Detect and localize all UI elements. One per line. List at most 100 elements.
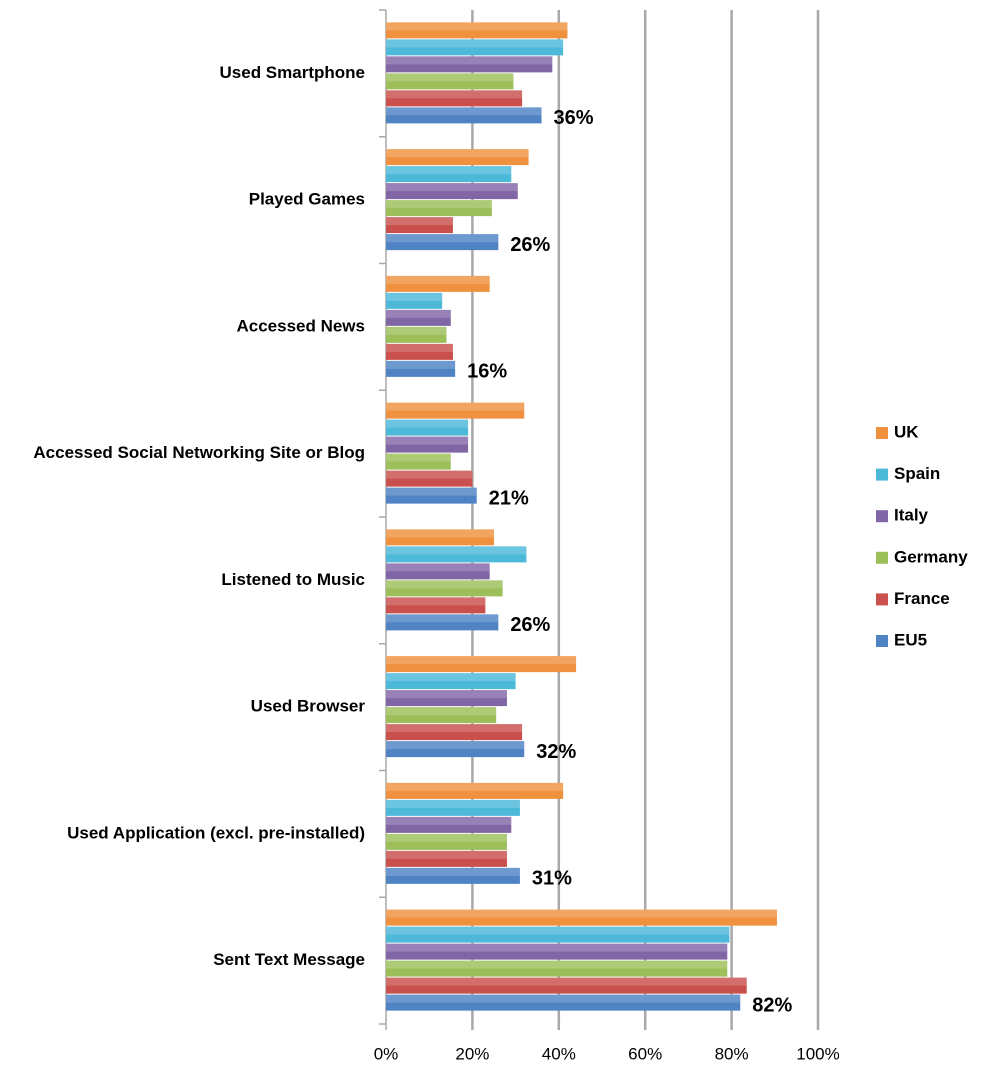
- bar-shine: [386, 816, 512, 825]
- bar: [386, 977, 747, 994]
- legend-label: UK: [894, 422, 919, 441]
- bar: [386, 741, 525, 758]
- bar: [386, 436, 469, 453]
- bar-shine: [386, 149, 529, 158]
- data-label: 26%: [510, 614, 550, 636]
- bar: [386, 943, 728, 960]
- bar-shine: [386, 690, 507, 699]
- bar: [386, 833, 507, 850]
- bar: [386, 850, 507, 867]
- bar: [386, 149, 529, 166]
- data-label: 21%: [489, 487, 529, 509]
- bar: [386, 926, 730, 943]
- bar: [386, 56, 553, 73]
- legend-label: France: [894, 589, 950, 608]
- bar-shine: [386, 73, 514, 82]
- bar: [386, 529, 494, 546]
- bar-shine: [386, 707, 497, 716]
- bar-shine: [386, 909, 777, 918]
- bar: [386, 799, 520, 816]
- bar: [386, 563, 490, 580]
- legend-marker: [876, 510, 888, 523]
- bar: [386, 656, 577, 673]
- bar-shine: [386, 724, 523, 733]
- legend-marker: [876, 551, 888, 564]
- bar-shine: [386, 487, 477, 496]
- bar-shine: [386, 977, 747, 986]
- bar: [386, 275, 490, 292]
- bar-shine: [386, 782, 564, 791]
- bar-shine: [386, 799, 520, 808]
- bar-shine: [386, 166, 512, 175]
- legend-label: Spain: [894, 464, 940, 483]
- data-label: 31%: [532, 868, 572, 890]
- bar: [386, 782, 564, 799]
- bar: [386, 580, 503, 597]
- bar-shine: [386, 292, 443, 301]
- bar: [386, 73, 514, 90]
- bar-shine: [386, 546, 527, 555]
- bar-shine: [386, 741, 525, 750]
- bar: [386, 909, 777, 926]
- bar-shine: [386, 529, 494, 538]
- x-tick-label: 0%: [374, 1044, 399, 1063]
- bar: [386, 90, 523, 107]
- bar-shine: [386, 994, 741, 1003]
- bar-shine: [386, 234, 499, 243]
- bar: [386, 597, 486, 614]
- bar: [386, 724, 523, 741]
- bar: [386, 707, 497, 724]
- bar-shine: [386, 563, 490, 572]
- bar-shine: [386, 56, 553, 65]
- bar-shine: [386, 656, 577, 665]
- legend-marker: [876, 593, 888, 606]
- bar: [386, 234, 499, 251]
- bar-shine: [386, 107, 542, 116]
- bar-shine: [386, 673, 516, 682]
- bar: [386, 292, 443, 309]
- x-tick-label: 80%: [715, 1044, 749, 1063]
- category-label: Played Games: [249, 190, 365, 209]
- bar: [386, 200, 492, 217]
- bar-shine: [386, 960, 728, 969]
- legend-label: Italy: [894, 506, 929, 525]
- bar-shine: [386, 597, 486, 606]
- bar-shine: [386, 867, 520, 876]
- data-label: 82%: [752, 994, 792, 1016]
- bar: [386, 166, 512, 183]
- x-tick-label: 20%: [455, 1044, 489, 1063]
- data-label: 32%: [536, 741, 576, 763]
- bar-shine: [386, 436, 469, 445]
- data-label: 16%: [467, 361, 507, 383]
- bar: [386, 487, 477, 504]
- data-label: 26%: [510, 234, 550, 256]
- bar: [386, 39, 564, 56]
- category-label: Used Browser: [251, 697, 366, 716]
- bar: [386, 470, 473, 487]
- bar-shine: [386, 850, 507, 859]
- category-label: Sent Text Message: [213, 950, 365, 969]
- bar: [386, 402, 525, 419]
- bar-shine: [386, 833, 507, 842]
- bar-shine: [386, 343, 453, 352]
- x-tick-label: 60%: [628, 1044, 662, 1063]
- category-label: Accessed News: [236, 316, 365, 335]
- bar: [386, 673, 516, 690]
- bar: [386, 867, 520, 884]
- bar-shine: [386, 309, 451, 318]
- bar-shine: [386, 183, 518, 192]
- bar-shine: [386, 453, 451, 462]
- bar: [386, 614, 499, 631]
- bar-shine: [386, 580, 503, 589]
- bar-shine: [386, 419, 469, 428]
- bar-shine: [386, 39, 564, 48]
- bar-shine: [386, 200, 492, 209]
- bar-shine: [386, 402, 525, 411]
- bar: [386, 326, 447, 343]
- bar: [386, 994, 741, 1011]
- x-tick-label: 40%: [542, 1044, 576, 1063]
- legend-marker: [876, 427, 888, 439]
- bar-shine: [386, 326, 447, 335]
- legend-label: Germany: [894, 547, 968, 566]
- bar: [386, 217, 453, 234]
